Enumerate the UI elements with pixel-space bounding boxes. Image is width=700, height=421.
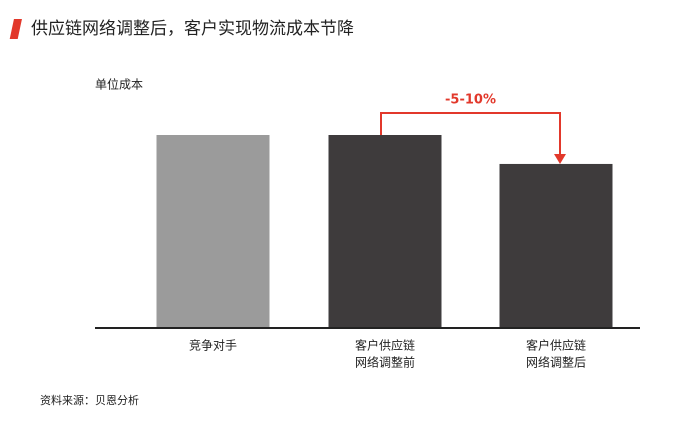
title-marker (9, 19, 22, 39)
x-tick-label: 网络调整前 (355, 355, 415, 370)
annotation-arrowhead (554, 153, 566, 164)
annotation-label: -5-10% (445, 93, 496, 108)
bar (328, 135, 442, 328)
source: 资料来源：贝恩分析 (40, 393, 139, 407)
chart-title: 供应链网络调整后，客户实现物流成本节降 (31, 19, 354, 39)
x-tick-label: 竞争对手 (189, 339, 237, 353)
bar (156, 135, 270, 328)
bar (499, 163, 613, 328)
x-tick-label: 网络调整后 (526, 355, 586, 370)
x-tick-label: 客户供应链 (526, 338, 586, 353)
x-tick-label: 客户供应链 (355, 338, 415, 353)
annotation-arrow (380, 112, 561, 156)
y-axis-label: 单位成本 (95, 77, 143, 92)
